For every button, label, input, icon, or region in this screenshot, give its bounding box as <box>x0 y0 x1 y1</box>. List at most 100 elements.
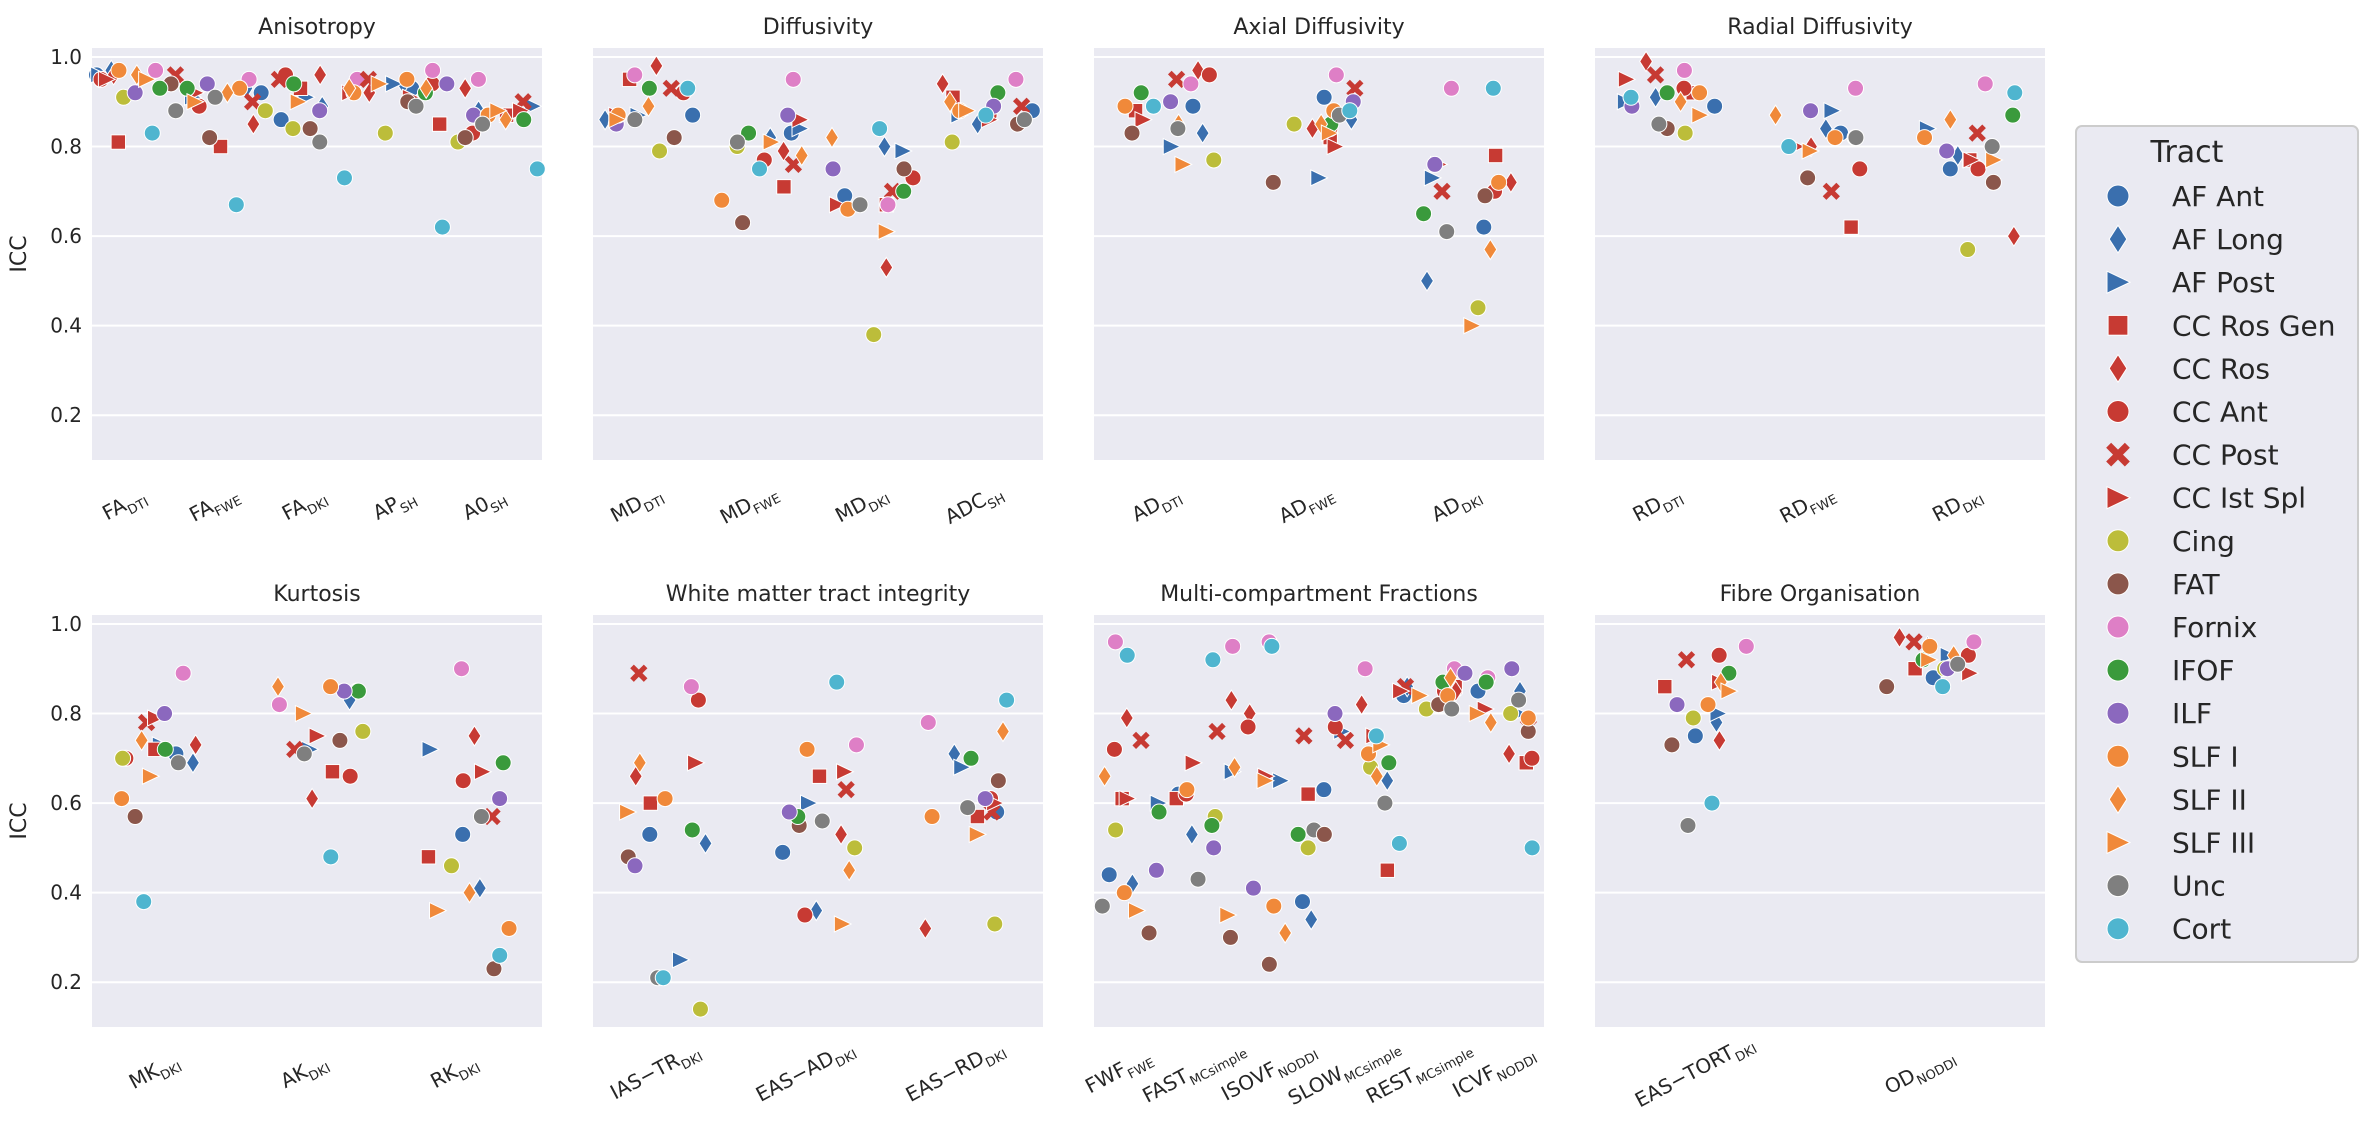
data-point-cc-ist-spl <box>97 70 117 89</box>
data-point-cc-ros-gen <box>110 134 127 150</box>
panel-background <box>92 615 542 1027</box>
data-point-slf-i <box>1519 709 1537 727</box>
data-point-cc-ros <box>188 733 203 756</box>
panel-fibre-organisation: Fibre Organisation EAS−TORTDKI ODNODDI <box>1595 582 2045 1112</box>
data-point-cc-ist-spl <box>147 709 166 727</box>
data-point-fornix <box>1976 75 1994 93</box>
data-point-ifof <box>640 79 658 97</box>
legend-marker-af-long <box>2108 224 2128 254</box>
data-point-slf-iii <box>833 915 853 933</box>
data-point-cc-ros <box>1224 689 1239 712</box>
legend-entry-cc-ros: CC Ros <box>2108 352 2270 385</box>
data-point-cc-ant <box>1105 740 1123 758</box>
data-point-af-long <box>1818 117 1833 140</box>
legend-entry-af-ant: AF Ant <box>2106 180 2264 213</box>
data-point-fornix <box>1737 637 1755 655</box>
data-point-cort <box>135 893 153 911</box>
data-point-cc-ist-spl <box>1961 664 1980 683</box>
panel-title: Multi-compartment Fractions <box>1160 582 1478 607</box>
data-point-fat <box>201 129 219 147</box>
legend-entry-cc-ant: CC Ant <box>2106 396 2268 429</box>
data-point-af-post <box>1310 169 1329 187</box>
legend-entry-fornix: Fornix <box>2106 611 2257 644</box>
data-point-fornix <box>1327 66 1345 84</box>
data-point-cc-ros-gen <box>1300 786 1316 802</box>
data-point-fat <box>1264 173 1282 191</box>
data-point-slf-iii <box>1720 682 1739 700</box>
data-point-af-ant <box>641 825 659 843</box>
data-point-slf-i <box>1916 129 1934 147</box>
data-point-cc-ros <box>305 787 320 810</box>
data-point-slf-ii <box>794 144 809 167</box>
data-point-ifof <box>2004 106 2022 124</box>
panel-background <box>593 48 1043 460</box>
data-point-cort <box>143 124 161 142</box>
data-point-cc-post <box>1346 79 1364 97</box>
data-point-af-long <box>1304 908 1319 931</box>
legend-entry-ifof: IFOF <box>2106 654 2235 687</box>
data-point-cc-ant <box>1710 646 1728 664</box>
data-point-slf-ii <box>1673 90 1688 113</box>
data-point-cort <box>1390 834 1408 852</box>
panel-title: Anisotropy <box>258 15 376 40</box>
legend-entry-cort: Cort <box>2106 913 2231 946</box>
data-point-af-ant <box>272 111 290 129</box>
data-point-fornix <box>1675 61 1693 79</box>
data-point-cc-ist-spl <box>1392 682 1411 700</box>
legend-marker-ilf <box>2106 701 2130 725</box>
category-md-dki: MDDKI <box>824 120 922 531</box>
data-point-af-ant <box>1293 893 1311 911</box>
data-point-ilf <box>438 75 456 93</box>
data-point-fornix <box>270 696 288 714</box>
legend-entry-cing: Cing <box>2106 525 2235 558</box>
data-point-cing <box>1676 124 1694 142</box>
data-point-unc <box>1983 138 2001 156</box>
data-point-ilf <box>198 75 216 93</box>
data-point-slf-i <box>923 808 941 826</box>
data-point-af-post <box>421 740 441 759</box>
data-point-fat <box>1984 173 2002 191</box>
legend-label: Cort <box>2172 913 2231 946</box>
data-point-cc-ros-gen <box>1379 862 1396 878</box>
data-point-cing <box>1502 705 1520 723</box>
data-point-slf-iii <box>1920 650 1939 669</box>
data-point-cc-ros <box>1502 742 1517 765</box>
legend-marker-cc-post <box>2106 442 2130 467</box>
data-point-cc-post <box>1905 633 1923 651</box>
data-point-cing <box>1299 839 1317 857</box>
category-md-dti: MDDTI <box>598 54 702 531</box>
data-point-ifof <box>1477 673 1495 691</box>
data-point-cc-ros <box>879 256 894 279</box>
data-point-ilf <box>491 790 509 808</box>
data-point-cc-post <box>1822 182 1840 200</box>
data-point-af-ant <box>684 106 702 124</box>
data-point-cort <box>751 160 769 178</box>
data-point-cing <box>1205 151 1223 169</box>
x-tick-label: EAS−RDDKI <box>902 1035 1010 1111</box>
data-point-unc <box>1376 794 1394 812</box>
data-point-cc-ros <box>1503 171 1518 194</box>
data-point-slf-ii <box>641 95 656 118</box>
data-point-cing <box>114 749 132 767</box>
x-tick-label: MDDTI <box>606 480 668 531</box>
panel-diffusivity: Diffusivity MDDTI MDFWE MDDKI ADCSH <box>593 15 1043 533</box>
data-point-cc-ist-spl <box>1184 753 1204 772</box>
data-point-fat <box>126 808 144 826</box>
x-tick-label: MDFWE <box>716 479 784 533</box>
data-point-cc-ros-gen <box>642 795 659 811</box>
data-point-cc-ros <box>246 113 261 136</box>
data-point-cc-ros <box>458 77 473 100</box>
data-point-af-ant <box>1686 727 1704 745</box>
data-point-cc-ros <box>918 917 933 940</box>
data-point-unc <box>407 97 425 115</box>
panel-anisotropy: 0.2 0.4 0.6 0.8 1.0 ICC Anisotropy FADTI FAFWE FA… <box>7 15 546 527</box>
data-point-cort <box>654 969 672 987</box>
panel-title: Axial Diffusivity <box>1233 15 1404 40</box>
x-tick-label: MDDKI <box>831 480 893 531</box>
data-point-ilf <box>1802 102 1820 120</box>
data-point-cc-ros <box>1892 626 1907 649</box>
data-point-cc-ros <box>649 54 664 77</box>
data-point-unc <box>1169 120 1187 138</box>
panel-background <box>1094 48 1544 460</box>
data-point-unc <box>167 102 185 120</box>
